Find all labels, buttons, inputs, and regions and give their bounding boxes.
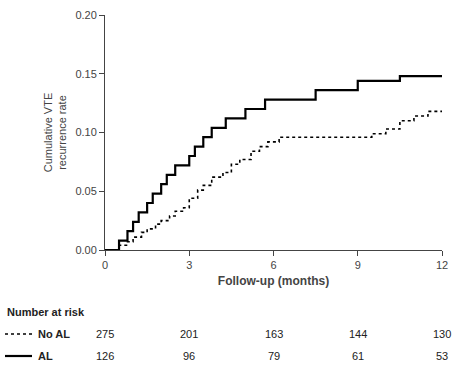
svg-text:Cumulative VTErecurrence rate: Cumulative VTErecurrence rate xyxy=(42,93,68,172)
svg-text:130: 130 xyxy=(433,328,451,340)
svg-text:0.10: 0.10 xyxy=(75,126,96,138)
svg-text:126: 126 xyxy=(96,350,114,362)
svg-text:Follow-up (months): Follow-up (months) xyxy=(218,274,329,288)
svg-text:0: 0 xyxy=(102,259,108,271)
svg-text:6: 6 xyxy=(270,259,276,271)
svg-text:275: 275 xyxy=(96,328,114,340)
svg-text:9: 9 xyxy=(355,259,361,271)
svg-text:61: 61 xyxy=(352,350,364,362)
svg-text:201: 201 xyxy=(180,328,198,340)
svg-text:No AL: No AL xyxy=(38,328,70,340)
svg-text:0.00: 0.00 xyxy=(75,244,96,256)
svg-text:12: 12 xyxy=(436,259,448,271)
svg-text:Number at risk: Number at risk xyxy=(7,306,85,318)
svg-text:0.20: 0.20 xyxy=(75,9,96,21)
svg-text:79: 79 xyxy=(268,350,280,362)
svg-text:53: 53 xyxy=(436,350,448,362)
svg-text:163: 163 xyxy=(265,328,283,340)
svg-text:AL: AL xyxy=(38,350,53,362)
svg-text:0.05: 0.05 xyxy=(75,185,96,197)
svg-text:0.15: 0.15 xyxy=(75,68,96,80)
svg-text:3: 3 xyxy=(186,259,192,271)
svg-text:96: 96 xyxy=(183,350,195,362)
svg-text:144: 144 xyxy=(349,328,367,340)
